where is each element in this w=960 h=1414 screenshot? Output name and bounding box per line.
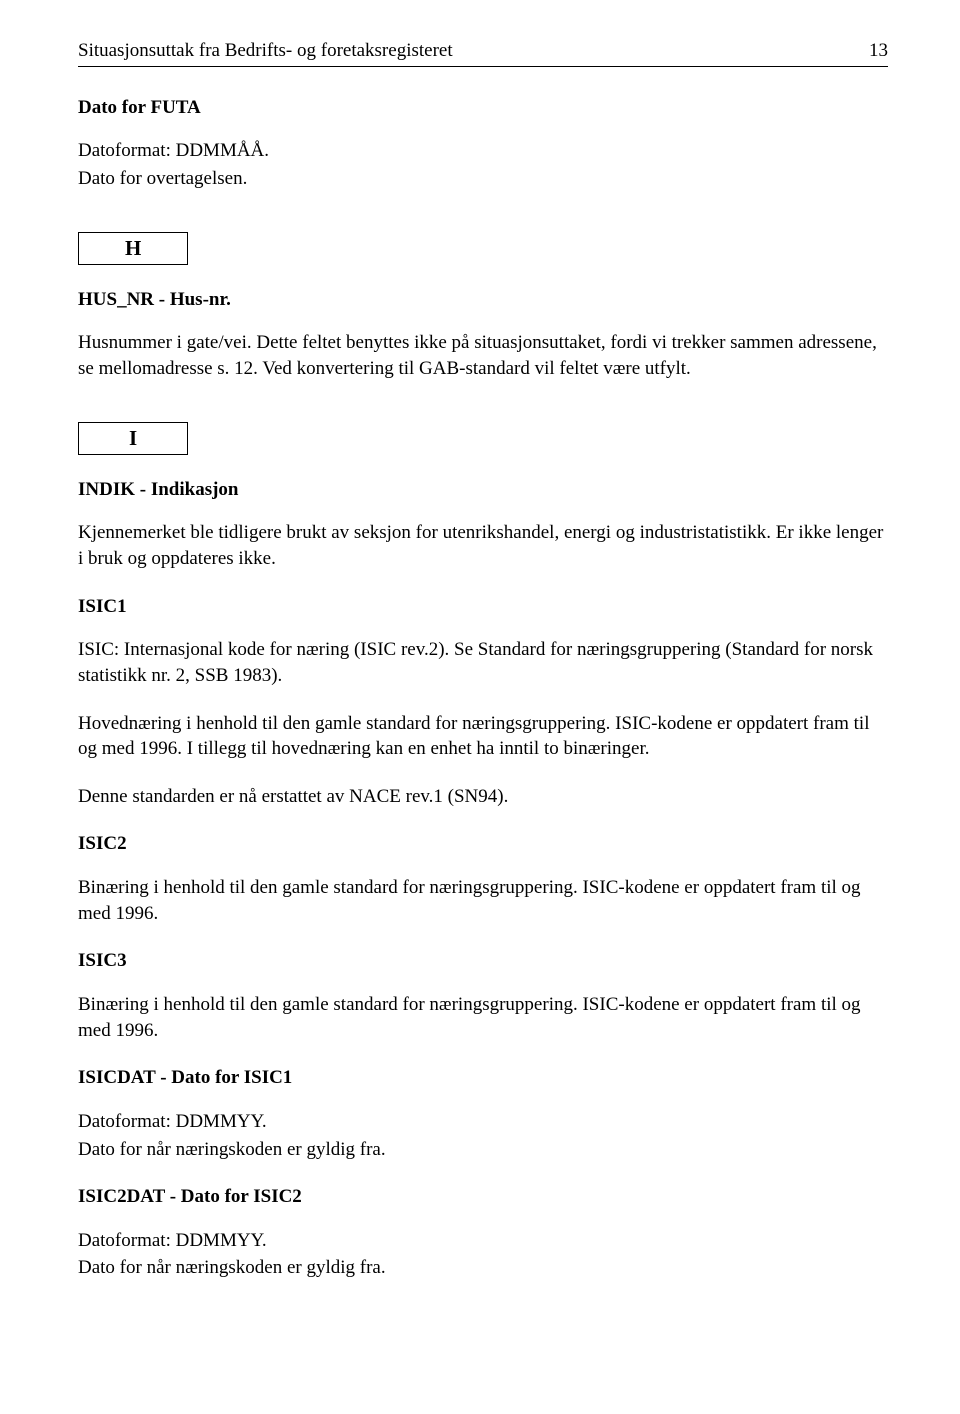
isic3-section: ISIC3 Binæring i henhold til den gamle s… [78, 948, 888, 1043]
isic3-heading: ISIC3 [78, 948, 888, 974]
indik-text: Kjennemerket ble tidligere brukt av seks… [78, 520, 888, 571]
isic2-section: ISIC2 Binæring i henhold til den gamle s… [78, 831, 888, 926]
futa-line2: Dato for overtagelsen. [78, 166, 888, 192]
futa-line1: Datoformat: DDMMÅÅ. [78, 138, 888, 164]
isic1-p2: Hovednæring i henhold til den gamle stan… [78, 711, 888, 762]
isicdat-section: ISICDAT - Dato for ISIC1 Datoformat: DDM… [78, 1065, 888, 1162]
isic2dat-heading: ISIC2DAT - Dato for ISIC2 [78, 1184, 888, 1210]
husnr-section: HUS_NR - Hus-nr. Husnummer i gate/vei. D… [78, 287, 888, 382]
isicdat-heading: ISICDAT - Dato for ISIC1 [78, 1065, 888, 1091]
isic2-text: Binæring i henhold til den gamle standar… [78, 875, 888, 926]
page-header: Situasjonsuttak fra Bedrifts- og foretak… [78, 38, 888, 67]
isicdat-line1: Datoformat: DDMMYY. [78, 1109, 888, 1135]
isic1-section: ISIC1 ISIC: Internasjonal kode for nærin… [78, 594, 888, 810]
header-title: Situasjonsuttak fra Bedrifts- og foretak… [78, 38, 453, 64]
isic2dat-section: ISIC2DAT - Dato for ISIC2 Datoformat: DD… [78, 1184, 888, 1281]
futa-section: Dato for FUTA Datoformat: DDMMÅÅ. Dato f… [78, 95, 888, 192]
futa-heading: Dato for FUTA [78, 95, 888, 121]
letter-i-box: I [78, 422, 188, 455]
isic2dat-line2: Dato for når næringskoden er gyldig fra. [78, 1255, 888, 1281]
isic2-heading: ISIC2 [78, 831, 888, 857]
indik-heading: INDIK - Indikasjon [78, 477, 888, 503]
isic1-p1: ISIC: Internasjonal kode for næring (ISI… [78, 637, 888, 688]
isic3-text: Binæring i henhold til den gamle standar… [78, 992, 888, 1043]
isic2dat-line1: Datoformat: DDMMYY. [78, 1228, 888, 1254]
husnr-heading: HUS_NR - Hus-nr. [78, 287, 888, 313]
letter-h-box: H [78, 232, 188, 265]
isic1-p3: Denne standarden er nå erstattet av NACE… [78, 784, 888, 810]
indik-section: INDIK - Indikasjon Kjennemerket ble tidl… [78, 477, 888, 572]
husnr-text: Husnummer i gate/vei. Dette feltet benyt… [78, 330, 888, 381]
isic1-heading: ISIC1 [78, 594, 888, 620]
isicdat-line2: Dato for når næringskoden er gyldig fra. [78, 1137, 888, 1163]
page-number: 13 [869, 38, 888, 64]
